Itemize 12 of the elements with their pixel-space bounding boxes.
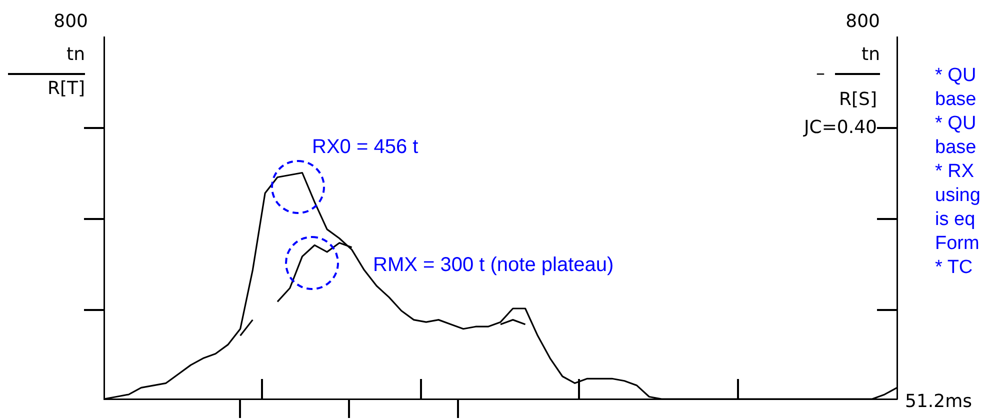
text: R[T] [47,78,85,99]
text: tn [66,44,85,65]
text: tn [862,44,880,65]
text: JC=0.40 [804,117,877,138]
text: 800 [846,11,880,32]
text: * QU base * QU base * RX using is eq Form * TC [935,65,980,278]
text: 51.2ms [905,391,972,412]
text: – [816,63,825,84]
text: R[S] [839,89,877,110]
annotation: RMX = 300 t (note plateau) [373,254,614,276]
text: RX0 = 456 t [312,136,418,158]
text: 800 [54,11,88,32]
